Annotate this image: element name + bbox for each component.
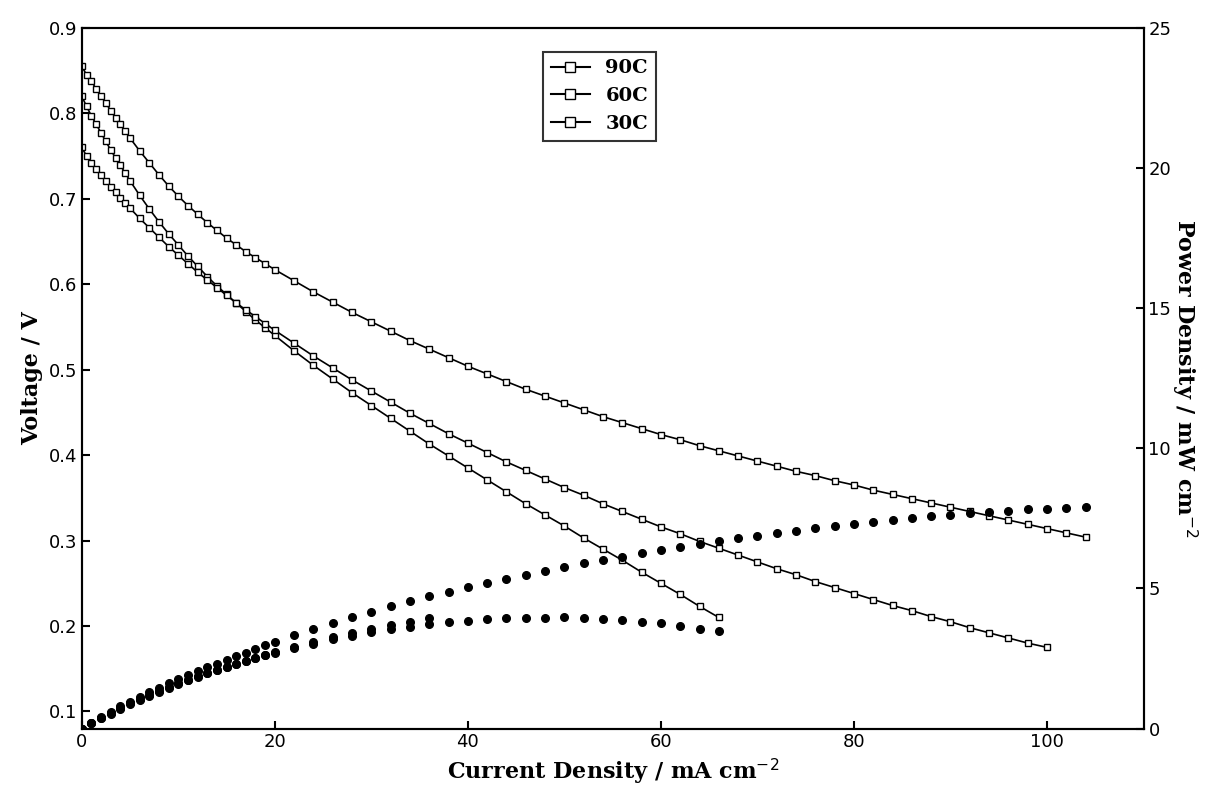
- X-axis label: Current Density / mA cm$^{-2}$: Current Density / mA cm$^{-2}$: [447, 757, 778, 787]
- 60C: [79, 102, 94, 112]
- 60C: [89, 120, 104, 129]
- Legend: 90C, 60C, 30C: 90C, 60C, 30C: [543, 52, 656, 141]
- 30C: [220, 290, 234, 300]
- 60C: [190, 262, 205, 271]
- 60C: [345, 388, 360, 398]
- 30C: [1039, 642, 1054, 652]
- 60C: [692, 601, 706, 611]
- Line: 60C: 60C: [78, 93, 722, 621]
- 30C: [943, 617, 958, 626]
- 60C: [383, 414, 398, 423]
- 30C: [74, 143, 89, 153]
- 60C: [364, 401, 378, 410]
- 60C: [210, 281, 224, 291]
- 90C: [538, 391, 553, 401]
- 60C: [538, 510, 553, 520]
- 60C: [109, 153, 123, 162]
- 60C: [171, 240, 185, 250]
- 60C: [220, 289, 234, 299]
- 60C: [306, 360, 321, 370]
- 60C: [113, 161, 128, 170]
- 60C: [181, 251, 195, 261]
- 60C: [267, 330, 282, 340]
- 60C: [84, 111, 99, 120]
- 30C: [181, 259, 195, 268]
- 60C: [576, 533, 590, 543]
- 60C: [132, 191, 146, 200]
- 60C: [200, 271, 215, 281]
- 60C: [595, 545, 610, 554]
- 60C: [518, 499, 533, 509]
- Y-axis label: Voltage / V: Voltage / V: [21, 311, 43, 445]
- 30C: [123, 204, 138, 213]
- 60C: [460, 463, 475, 473]
- Y-axis label: Power Density / mW cm$^{-2}$: Power Density / mW cm$^{-2}$: [1169, 219, 1199, 537]
- 60C: [479, 475, 494, 485]
- 60C: [239, 307, 254, 317]
- 60C: [287, 346, 301, 356]
- 60C: [442, 451, 456, 461]
- 60C: [94, 128, 109, 138]
- 60C: [248, 315, 262, 325]
- 90C: [518, 385, 533, 394]
- 30C: [326, 363, 340, 372]
- 90C: [1039, 524, 1054, 533]
- 60C: [615, 555, 630, 565]
- 60C: [422, 439, 437, 448]
- 60C: [142, 204, 156, 214]
- 90C: [181, 200, 195, 210]
- 90C: [943, 503, 958, 512]
- 60C: [99, 137, 113, 146]
- 30C: [770, 564, 784, 574]
- Line: 90C: 90C: [78, 63, 1089, 541]
- 60C: [161, 229, 176, 238]
- 60C: [118, 168, 133, 178]
- 60C: [711, 612, 726, 622]
- 90C: [74, 61, 89, 71]
- 90C: [1078, 532, 1093, 542]
- 60C: [229, 298, 244, 308]
- 60C: [673, 590, 688, 600]
- 60C: [499, 487, 514, 497]
- 60C: [104, 145, 118, 155]
- 60C: [123, 176, 138, 186]
- 60C: [257, 323, 272, 333]
- 60C: [558, 521, 572, 531]
- 60C: [634, 567, 649, 577]
- 90C: [171, 191, 185, 201]
- 60C: [326, 374, 340, 384]
- Line: 30C: 30C: [78, 144, 1050, 650]
- 60C: [403, 427, 417, 436]
- 60C: [151, 217, 166, 227]
- 60C: [74, 91, 89, 101]
- 60C: [654, 579, 669, 588]
